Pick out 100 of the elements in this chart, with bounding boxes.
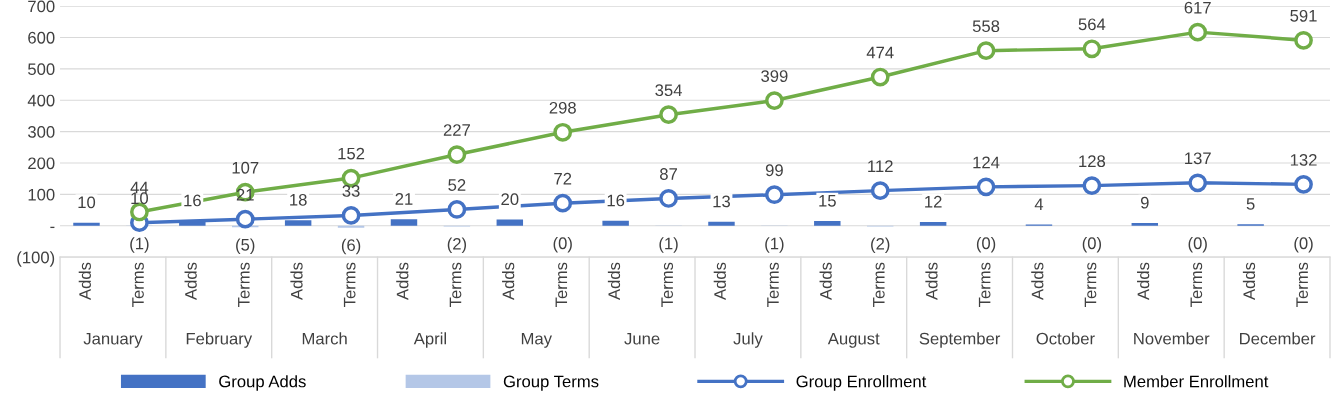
data-label: 128	[1079, 155, 1106, 168]
text: March	[302, 332, 347, 345]
text: June	[624, 332, 660, 345]
y-tick-label: -	[50, 226, 55, 229]
data-label: 354	[655, 84, 682, 97]
data-label: (0)	[1188, 236, 1207, 253]
text: October	[1036, 332, 1095, 345]
data-label: 10	[78, 196, 96, 209]
data-label: 9	[1140, 196, 1149, 209]
data-label: 5	[1246, 198, 1255, 210]
y-tick-label: 200	[28, 157, 55, 170]
x-tick-label: Adds	[78, 262, 91, 300]
data-label: 4	[1034, 198, 1044, 210]
point	[235, 209, 255, 229]
data-label: 564	[1078, 18, 1106, 31]
x-tick-label: Adds	[713, 262, 726, 300]
legend-label: Member Enrollment	[1124, 375, 1269, 388]
y-tick-label: 500	[28, 63, 55, 76]
data-label: 298	[549, 101, 576, 114]
x-tick-label: Adds	[819, 262, 832, 300]
data-label: 152	[338, 147, 365, 160]
data-label: 137	[1185, 152, 1211, 165]
point	[130, 202, 149, 222]
data-label: 33	[342, 185, 360, 197]
point	[553, 122, 573, 142]
legend-label: Group Enrollment	[796, 375, 927, 391]
data-label: 558	[972, 20, 1000, 33]
x-tick-label: Terms	[132, 262, 144, 308]
data-label: 13	[713, 195, 731, 208]
text: July	[733, 332, 763, 348]
point	[659, 189, 678, 208]
x-tick-label: Terms	[767, 262, 779, 308]
x-tick-label: Terms	[449, 262, 462, 308]
x-tick-label: Adds	[290, 262, 303, 300]
point	[1294, 30, 1313, 50]
y-tick-label: 100	[28, 188, 55, 201]
point	[1188, 22, 1208, 42]
x-tick-label: Adds	[1242, 262, 1256, 300]
data-label: 72	[554, 172, 572, 185]
point	[1294, 174, 1313, 194]
point	[341, 206, 361, 225]
data-label: (1)	[765, 237, 784, 253]
legend-label: Group Terms	[503, 375, 599, 391]
point	[447, 200, 467, 219]
point	[553, 193, 573, 213]
data-label: 132	[1290, 153, 1317, 166]
data-label: (0)	[1082, 236, 1102, 253]
text: December	[1240, 332, 1316, 345]
data-label: 15	[819, 195, 836, 207]
data-label: 87	[660, 168, 677, 180]
point	[659, 105, 678, 125]
data-label: 227	[443, 124, 470, 136]
point	[976, 41, 996, 61]
x-tick-label: Adds	[1137, 262, 1150, 300]
data-label: 20	[501, 193, 519, 206]
point	[765, 185, 784, 205]
x-tick-label: Adds	[184, 262, 197, 300]
y-tick-label: 300	[28, 126, 55, 138]
data-label: (1)	[659, 237, 678, 253]
x-tick-label: Terms	[343, 262, 356, 308]
point	[765, 91, 784, 110]
data-label: 16	[607, 194, 625, 207]
x-tick-label: Terms	[1084, 262, 1097, 308]
data-label: 12	[925, 195, 942, 208]
data-label: 112	[868, 160, 893, 172]
point	[870, 67, 890, 87]
point	[870, 181, 890, 201]
data-label: 124	[973, 156, 1000, 169]
data-label: 617	[1184, 1, 1211, 14]
y-tick-label: 400	[27, 94, 55, 107]
data-label: 21	[395, 192, 413, 205]
data-label: (2)	[447, 237, 467, 254]
data-label: 44	[130, 181, 149, 194]
data-label: 99	[765, 164, 783, 177]
text: February	[186, 332, 253, 348]
y-tick-label: 700	[28, 0, 55, 13]
x-tick-label: Terms	[238, 262, 250, 308]
legend-label: Group Adds	[219, 375, 306, 391]
point	[976, 177, 996, 197]
x-tick-label: Terms	[661, 262, 674, 308]
data-label: 591	[1290, 9, 1317, 22]
text: May	[521, 332, 552, 348]
data-label: 474	[866, 46, 894, 59]
data-label: 52	[448, 179, 466, 191]
data-label: (6)	[341, 238, 361, 255]
y-tick-label: 600	[28, 31, 55, 44]
text: April	[413, 332, 446, 348]
x-tick-label: Adds	[502, 262, 515, 300]
point	[1082, 39, 1102, 59]
x-tick-label: Adds	[1031, 262, 1044, 300]
x-tick-label: Terms	[873, 262, 885, 308]
x-tick-label: Terms	[555, 262, 568, 308]
x-tick-label: Adds	[396, 262, 409, 300]
x-tick-label: Adds	[925, 262, 938, 300]
y-tick-label: (100)	[17, 251, 55, 267]
data-label: 18	[290, 193, 307, 206]
data-label: 10	[131, 192, 149, 205]
x-tick-label: Terms	[1190, 262, 1203, 308]
text: August	[827, 332, 880, 348]
point	[447, 145, 467, 164]
